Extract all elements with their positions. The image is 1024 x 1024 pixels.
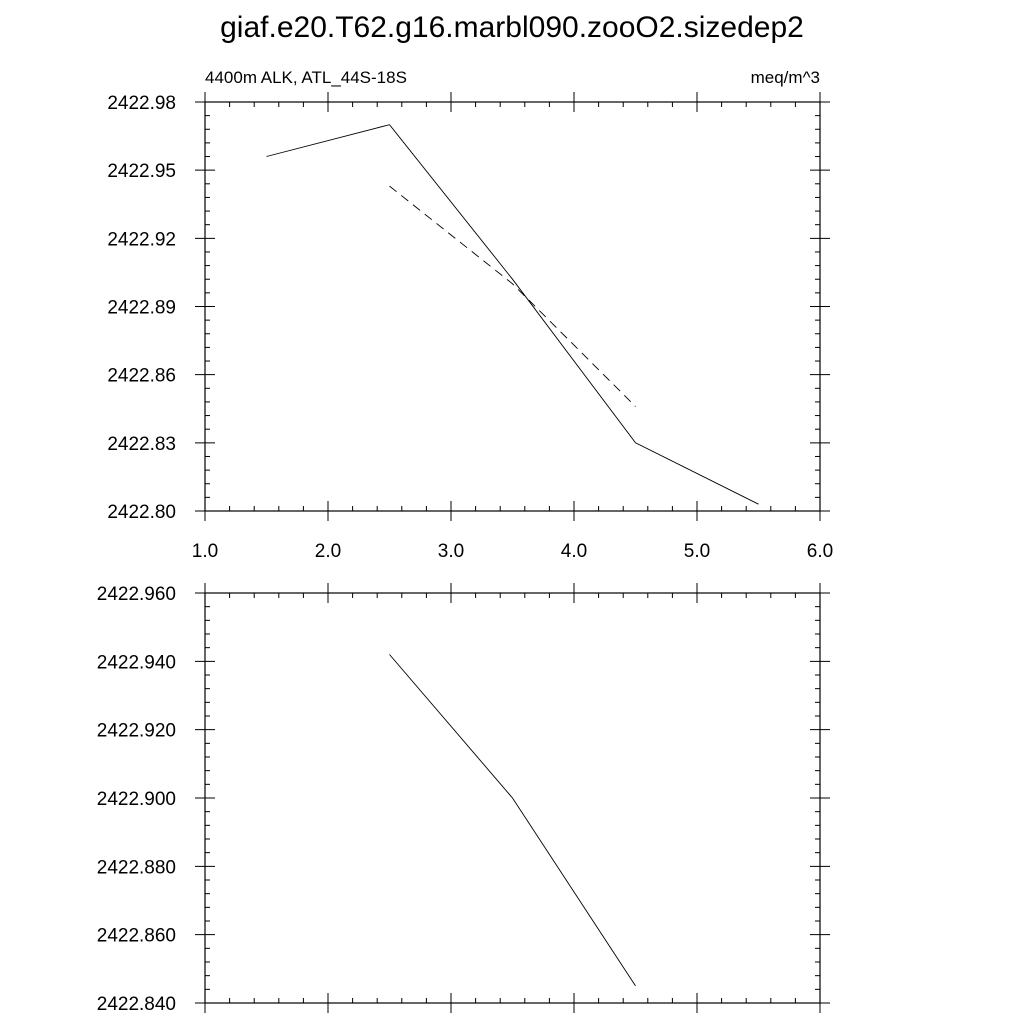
y-tick-label: 2422.960 (97, 584, 176, 605)
plot-frame (204, 101, 821, 512)
top-panel: 4400m ALK, ATL_44S-18S meq/m^3 1.0 2.0 3.0… (107, 68, 833, 562)
y-tick-label: 2422.89 (107, 298, 176, 319)
bottom-panel: 2422.960 2422.940 2422.920 2422.900 2422.880… (97, 583, 830, 1015)
y-tick-label: 2422.80 (107, 502, 176, 523)
series-line-solid (389, 654, 636, 987)
y-tick-label: 2422.83 (107, 434, 176, 455)
x-tick-label: 4.0 (561, 541, 587, 562)
series-line-dashed (389, 185, 636, 407)
series-line-solid (266, 124, 759, 505)
y-tick-label: 2422.880 (97, 857, 176, 878)
x-tick-label: 2.0 (315, 541, 341, 562)
y-tick-label: 2422.840 (97, 994, 176, 1015)
y-tick-label: 2422.860 (97, 926, 176, 947)
top-panel-right-label: meq/m^3 (751, 68, 820, 87)
y-tick-label: 2422.95 (107, 161, 176, 182)
y-tick-label: 2422.86 (107, 366, 176, 387)
x-tick-label: 1.0 (192, 541, 218, 562)
figure-title: giaf.e20.T62.g16.marbl090.zooO2.sizedep2 (220, 11, 804, 44)
x-tick-label: 5.0 (684, 541, 710, 562)
top-panel-left-label: 4400m ALK, ATL_44S-18S (205, 68, 407, 87)
y-tick-label: 2422.940 (97, 652, 176, 673)
y-tick-label: 2422.900 (97, 789, 176, 810)
x-tick-label: 6.0 (807, 541, 833, 562)
y-tick-label: 2422.98 (107, 93, 176, 114)
y-tick-label: 2422.920 (97, 721, 176, 742)
y-tick-label: 2422.92 (107, 229, 176, 250)
x-tick-label: 3.0 (438, 541, 464, 562)
